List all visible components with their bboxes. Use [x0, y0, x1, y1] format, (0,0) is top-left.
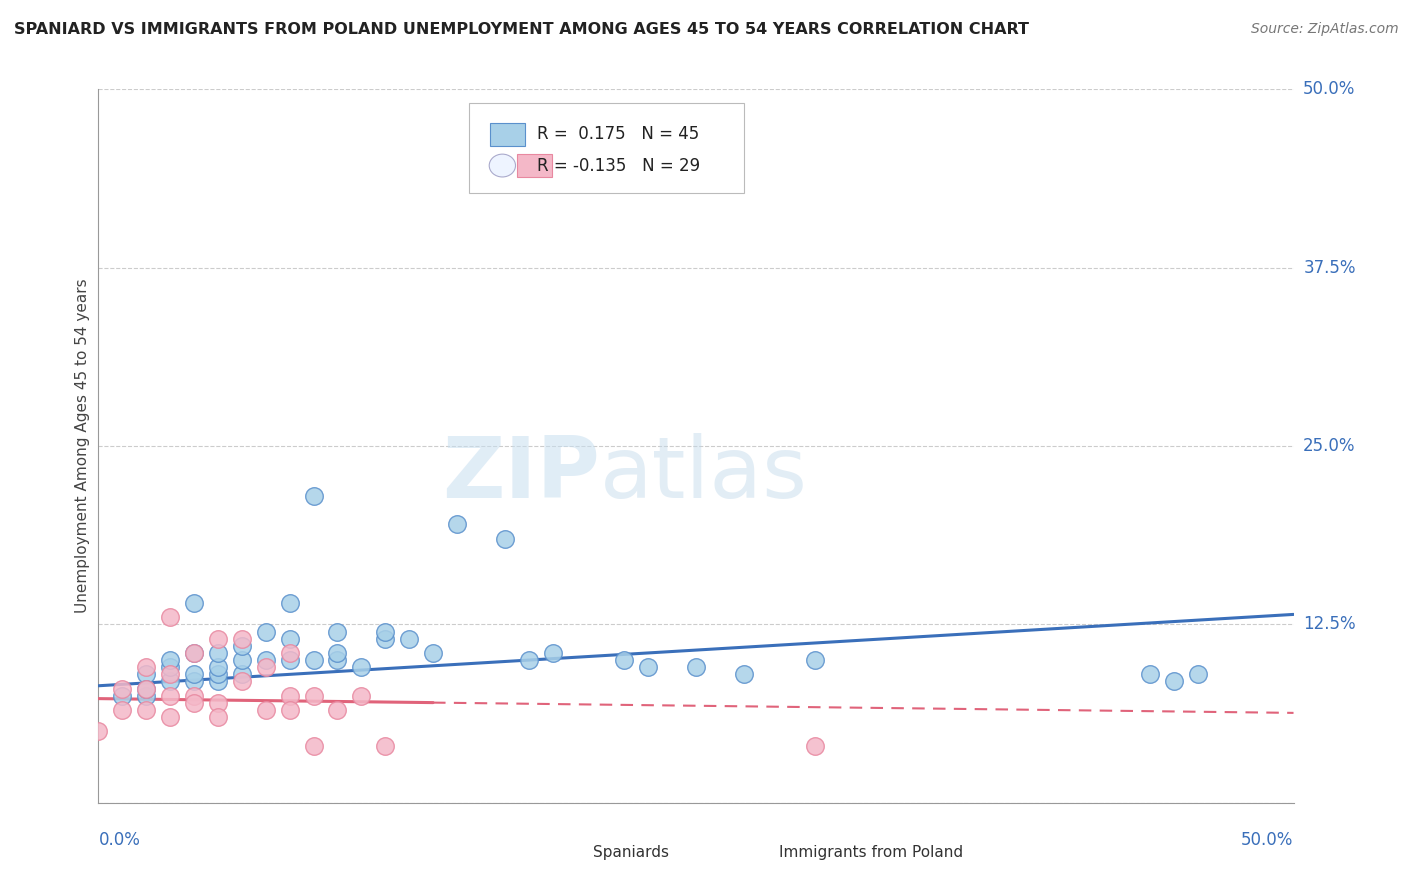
Point [422, 646, 444, 660]
Text: 50.0%: 50.0% [1303, 80, 1355, 98]
Text: SPANIARD VS IMMIGRANTS FROM POLAND UNEMPLOYMENT AMONG AGES 45 TO 54 YEARS CORREL: SPANIARD VS IMMIGRANTS FROM POLAND UNEMP… [14, 22, 1029, 37]
Point [207, 696, 229, 710]
Point [804, 739, 827, 753]
Point [637, 660, 659, 674]
Point [135, 681, 157, 696]
Point [517, 653, 540, 667]
Point [135, 681, 157, 696]
Point [231, 674, 253, 689]
Point [87, 724, 110, 739]
FancyBboxPatch shape [735, 844, 769, 862]
Text: ZIP: ZIP [443, 433, 600, 516]
Point [207, 646, 229, 660]
Point [350, 689, 373, 703]
Point [1139, 667, 1161, 681]
Point [111, 689, 134, 703]
Point [278, 632, 301, 646]
Point [159, 667, 181, 681]
Text: 12.5%: 12.5% [1303, 615, 1355, 633]
Point [733, 667, 755, 681]
Text: 50.0%: 50.0% [1241, 831, 1294, 849]
Point [183, 689, 205, 703]
Point [231, 667, 253, 681]
Point [111, 703, 134, 717]
Point [183, 696, 205, 710]
Point [278, 703, 301, 717]
Point [183, 646, 205, 660]
Point [159, 689, 181, 703]
Point [541, 646, 564, 660]
Point [398, 632, 420, 646]
Y-axis label: Unemployment Among Ages 45 to 54 years: Unemployment Among Ages 45 to 54 years [75, 278, 90, 614]
Point [374, 624, 396, 639]
Point [326, 646, 349, 660]
Point [183, 674, 205, 689]
Point [207, 660, 229, 674]
Point [278, 653, 301, 667]
Point [207, 667, 229, 681]
Point [135, 667, 157, 681]
Point [231, 639, 253, 653]
Point [374, 739, 396, 753]
Text: 25.0%: 25.0% [1303, 437, 1355, 455]
Point [207, 674, 229, 689]
Point [231, 632, 253, 646]
Point [1163, 674, 1185, 689]
Text: 0.0%: 0.0% [98, 831, 141, 849]
Point [135, 703, 157, 717]
Ellipse shape [489, 154, 516, 177]
Text: Spaniards: Spaniards [593, 846, 669, 860]
Text: 37.5%: 37.5% [1303, 259, 1355, 277]
Text: R =  0.175   N = 45: R = 0.175 N = 45 [537, 125, 700, 143]
Point [326, 703, 349, 717]
Point [278, 646, 301, 660]
Point [302, 653, 325, 667]
Point [278, 596, 301, 610]
Point [350, 660, 373, 674]
Point [302, 489, 325, 503]
Text: R = -0.135   N = 29: R = -0.135 N = 29 [537, 157, 700, 175]
Point [494, 532, 516, 546]
Point [159, 710, 181, 724]
Point [231, 653, 253, 667]
Point [159, 674, 181, 689]
Point [135, 689, 157, 703]
Point [207, 632, 229, 646]
Point [1187, 667, 1209, 681]
Point [159, 610, 181, 624]
Point [326, 624, 349, 639]
Point [302, 739, 325, 753]
Point [254, 703, 277, 717]
Point [374, 632, 396, 646]
Point [613, 653, 636, 667]
FancyBboxPatch shape [517, 154, 551, 177]
Point [446, 517, 468, 532]
Point [302, 689, 325, 703]
Point [254, 660, 277, 674]
Point [207, 710, 229, 724]
Point [804, 653, 827, 667]
Point [326, 653, 349, 667]
Point [278, 689, 301, 703]
Point [183, 596, 205, 610]
Point [183, 646, 205, 660]
Point [183, 667, 205, 681]
FancyBboxPatch shape [491, 123, 526, 145]
Point [111, 681, 134, 696]
Text: atlas: atlas [600, 433, 808, 516]
Text: Immigrants from Poland: Immigrants from Poland [779, 846, 963, 860]
Point [159, 660, 181, 674]
Point [254, 624, 277, 639]
FancyBboxPatch shape [470, 103, 744, 193]
Point [254, 653, 277, 667]
Point [135, 660, 157, 674]
Point [685, 660, 707, 674]
Point [159, 653, 181, 667]
Text: Source: ZipAtlas.com: Source: ZipAtlas.com [1251, 22, 1399, 37]
FancyBboxPatch shape [550, 844, 583, 862]
